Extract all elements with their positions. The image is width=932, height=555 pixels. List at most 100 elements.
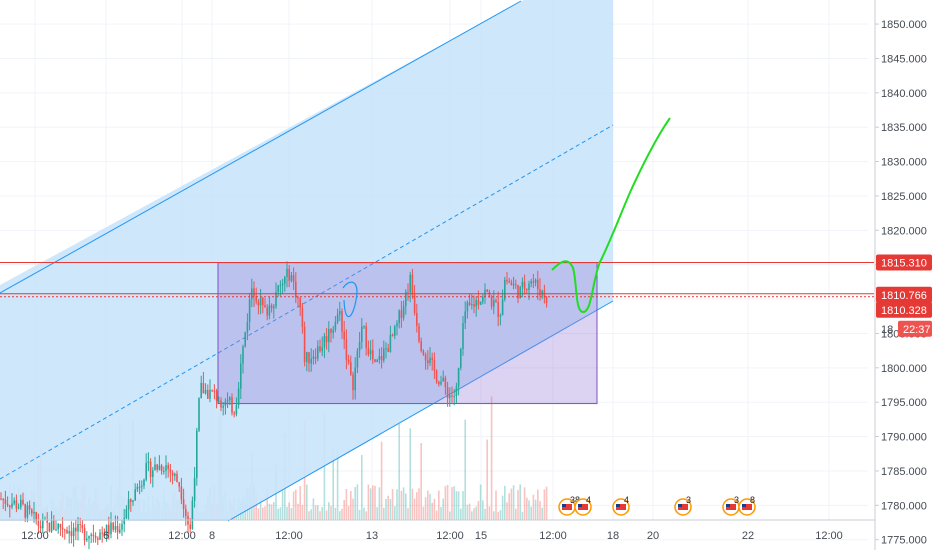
candle-body (196, 430, 198, 478)
candle-body (508, 281, 510, 283)
candle-body (356, 350, 359, 368)
candle-body (457, 367, 460, 387)
volume-bar (501, 495, 504, 520)
time-tick-label: 12:00 (21, 530, 49, 542)
candle-body (130, 499, 132, 503)
candle-body (319, 346, 321, 352)
candle-body (363, 326, 365, 328)
candle-body (253, 288, 255, 297)
candle-body (400, 310, 403, 318)
candle-body (479, 301, 482, 305)
flag-stripe (726, 504, 736, 510)
candle-body (28, 505, 31, 510)
volume-bar (545, 486, 548, 520)
volume-bar (286, 506, 288, 520)
candle-body (42, 519, 44, 529)
candle-body (501, 299, 504, 316)
candle-body (37, 521, 40, 527)
candle-body (105, 524, 108, 536)
volume-bar (281, 490, 284, 520)
candle-body (284, 276, 286, 284)
volume-bar (295, 489, 297, 520)
candle-body (288, 268, 290, 281)
candle-body (83, 528, 86, 541)
horizontal-levels[interactable] (0, 262, 874, 298)
price-tag (876, 254, 932, 271)
candle-body (275, 292, 277, 307)
volume-bar (396, 489, 398, 520)
candle-body (473, 303, 475, 307)
candle-body (341, 311, 343, 332)
countdown-tag (898, 320, 932, 337)
volume-bar (464, 419, 466, 520)
drawings[interactable] (342, 117, 671, 318)
candle-body (39, 526, 42, 529)
candle-body (240, 363, 242, 389)
channel-upper-line[interactable] (0, 0, 522, 294)
volume-bar (378, 487, 381, 520)
time-tick-label: 12:00 (436, 530, 464, 542)
candle-body (468, 302, 471, 305)
candle-body (427, 360, 429, 364)
volume-bar (255, 493, 257, 520)
candle-body (222, 405, 224, 408)
hand-drawn-curve[interactable] (342, 281, 358, 318)
candle-body (193, 477, 196, 501)
volume-bar (526, 497, 528, 520)
price-tag (876, 301, 932, 318)
candle-body (66, 529, 68, 534)
volume-bar (380, 441, 383, 520)
candle-body (424, 354, 427, 361)
candle-body (226, 399, 229, 402)
candle-body (57, 523, 59, 530)
projection-path[interactable] (551, 117, 671, 314)
candle-body (475, 300, 477, 307)
time-tick-label: 18 (607, 530, 619, 542)
volume-bar (539, 501, 541, 520)
candle-body (512, 284, 515, 286)
candle-body (262, 297, 264, 306)
volume-bar (374, 485, 376, 520)
candle-body (145, 462, 147, 480)
flag-canton (726, 504, 730, 507)
candle-body (352, 374, 354, 391)
candle-body (490, 297, 493, 307)
candle-body (97, 538, 99, 540)
candle-body (383, 348, 385, 361)
volume-bar (407, 508, 409, 520)
volume-bar (468, 503, 471, 520)
flag-stripe (578, 504, 588, 510)
event-count: 4 (586, 495, 591, 505)
volume-bar (270, 504, 273, 520)
time-tick-label: 6 (103, 530, 109, 542)
channel-median-line[interactable] (0, 124, 614, 480)
candle-body (268, 305, 271, 316)
volume-bar (537, 489, 539, 520)
volume-bar (530, 506, 532, 520)
candle-body (248, 299, 251, 322)
event-badges[interactable]: 38 4 4 3 3 8 (558, 495, 756, 516)
volume-bar (488, 506, 491, 520)
candle-body (519, 286, 521, 299)
volume-bar (416, 492, 418, 520)
candle-body (259, 297, 262, 306)
candle-body (152, 470, 154, 477)
regression-channel[interactable] (0, 0, 614, 522)
channel-lower-line[interactable] (227, 300, 614, 522)
candle-body (418, 325, 420, 342)
candle-body (290, 275, 293, 281)
time-axis[interactable]: 12:00 6 12:00 8 12:00 13 12:00 15 12:00 18 20 22 12:… (0, 519, 875, 542)
volume-bar (306, 484, 308, 520)
candle-body (171, 472, 174, 476)
candle-body (257, 301, 260, 306)
volume-bar (528, 500, 530, 520)
candle-body (413, 294, 416, 313)
candle-body (224, 401, 227, 406)
time-tick-label: 12:00 (168, 530, 196, 542)
candle-body (526, 288, 528, 290)
volume-bar (336, 449, 339, 520)
candle-body (204, 389, 207, 394)
price-axis[interactable]: 1775.000 1780.000 1785.000 1790.000 1795.000… (874, 0, 927, 550)
